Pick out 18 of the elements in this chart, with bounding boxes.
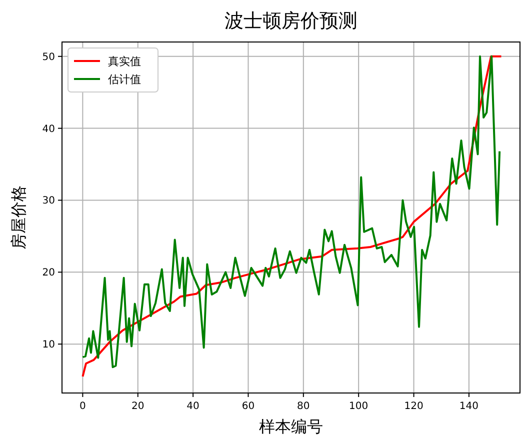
legend-label: 真实值 <box>108 55 141 68</box>
x-tick-label: 120 <box>404 401 424 412</box>
x-tick-label: 20 <box>132 401 144 412</box>
x-tick-label: 100 <box>349 401 368 412</box>
y-tick-label: 20 <box>42 268 55 279</box>
y-tick-label: 10 <box>42 340 55 351</box>
legend-label: 估计值 <box>108 73 141 86</box>
y-tick-label: 30 <box>42 196 55 207</box>
x-tick-label: 60 <box>242 401 255 412</box>
y-tick-label: 50 <box>42 52 55 63</box>
y-tick-label: 40 <box>42 124 55 135</box>
y-axis-title: 房屋价格 <box>9 186 28 250</box>
x-tick-label: 40 <box>186 401 200 412</box>
x-tick-label: 140 <box>459 401 479 412</box>
x-tick-label: 0 <box>80 401 86 412</box>
chart-title: 波士顿房价预测 <box>224 10 358 32</box>
x-axis-title: 样本编号 <box>259 417 323 436</box>
x-tick-label: 80 <box>297 401 310 412</box>
